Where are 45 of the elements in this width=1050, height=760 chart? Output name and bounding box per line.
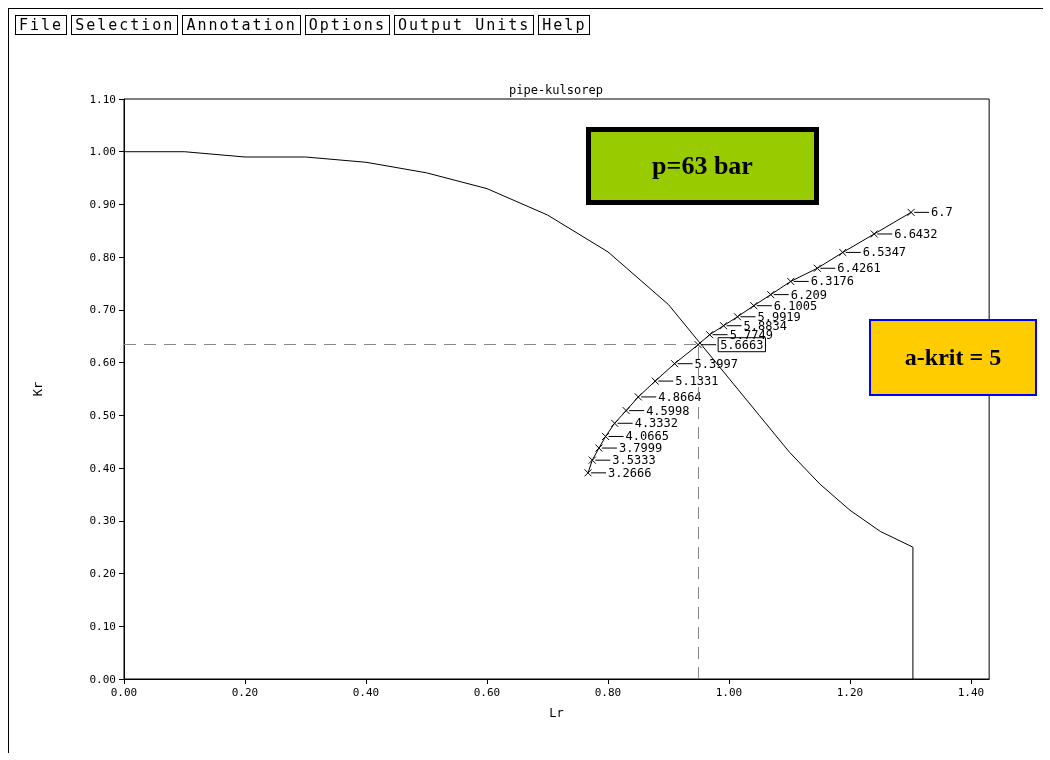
- text: Output Units: [393, 15, 535, 35]
- x-tick-label: 1.20: [836, 686, 864, 699]
- annotation: 4.0665: [625, 429, 669, 444]
- y-tick-label: 0.50: [89, 408, 116, 422]
- text: Selection: [71, 15, 179, 35]
- annotation: 3.5333: [612, 453, 656, 468]
- y-tick-label: 0.00: [89, 672, 116, 686]
- x-tick-label: 0.80: [594, 686, 622, 699]
- x-tick-label: 0.00: [110, 686, 138, 699]
- x-tick-label: 1.00: [715, 686, 743, 699]
- x-tick-label: 0.40: [352, 686, 380, 699]
- note-box: a-krit = 5: [869, 319, 1037, 396]
- annotation: 4.5998: [646, 403, 690, 418]
- y-tick-label: 0.30: [89, 514, 116, 528]
- y-tick-label: 1.10: [89, 92, 116, 106]
- y-tick-label: 0.40: [89, 461, 116, 475]
- x-tick-label: 1.40: [957, 686, 985, 699]
- annotation: 6.7: [931, 205, 953, 220]
- annotation: 3.7999: [618, 441, 663, 456]
- annotation: 6.3176: [810, 274, 855, 289]
- y-tick-label: 0.80: [89, 250, 116, 264]
- annotation: 6.5347: [862, 245, 907, 260]
- text: Annotation: [182, 15, 301, 35]
- y-tick-label: 1.00: [89, 145, 116, 159]
- annotation: 3.2666: [608, 465, 652, 480]
- y-tick-label: 0.60: [89, 356, 116, 370]
- text: Help: [538, 15, 591, 35]
- annotation: 6.4261: [837, 261, 881, 276]
- chart-title: pipe-kulsorep: [509, 83, 603, 97]
- annotation: 5.6663: [720, 337, 764, 352]
- annotation: 4.8664: [658, 389, 702, 404]
- annotation: 4.3332: [634, 416, 679, 431]
- y-tick-label: 0.10: [89, 619, 116, 633]
- text: File: [15, 15, 68, 35]
- y-tick-label: 0.70: [89, 303, 116, 317]
- y-axis-title: Kr: [31, 381, 45, 397]
- x-tick-label: 0.60: [473, 686, 501, 699]
- x-axis-title: Lr: [549, 706, 564, 720]
- annotation: 5.1331: [675, 374, 719, 389]
- y-tick-label: 0.90: [89, 197, 116, 211]
- x-tick-label: 0.20: [231, 686, 259, 699]
- text: Options: [304, 15, 390, 35]
- note-box: p=63 bar: [586, 127, 819, 205]
- annotation: 6.6432: [894, 226, 938, 241]
- y-tick-label: 0.20: [89, 567, 116, 581]
